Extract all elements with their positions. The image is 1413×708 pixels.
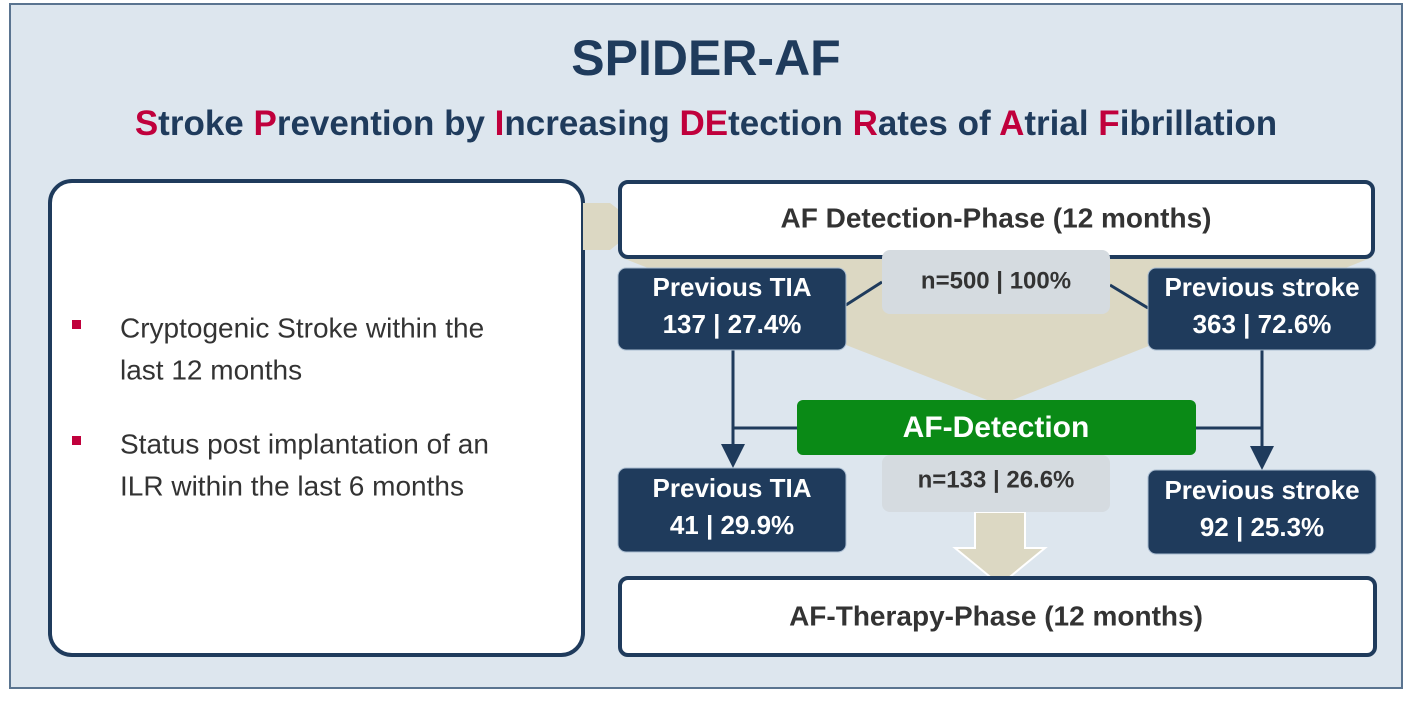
subtitle-part: tection — [728, 104, 852, 143]
detection-box — [797, 400, 1196, 455]
subtitle-part: revention by — [277, 104, 495, 143]
subtitle-part: S — [135, 104, 158, 143]
group-value: 137 | 27.4% — [663, 309, 802, 339]
group-label: Previous stroke — [1164, 272, 1359, 302]
title: SPIDER-AF — [571, 30, 840, 86]
arrow — [952, 511, 1048, 587]
arrow — [583, 203, 640, 250]
subtitle-part: ibrillation — [1120, 104, 1278, 143]
group-box — [617, 267, 847, 351]
bullet — [72, 436, 81, 445]
group-box — [1147, 267, 1377, 351]
subtitle-part: R — [853, 104, 878, 143]
bullet — [72, 320, 81, 329]
group-box — [1147, 469, 1377, 555]
group-value: 363 | 72.6% — [1193, 309, 1332, 339]
phase-label: AF Detection-Phase (12 months) — [781, 202, 1212, 233]
group-label: Previous stroke — [1164, 475, 1359, 505]
subtitle-part: I — [495, 104, 505, 143]
criteria-text: Status post implantation of an — [120, 428, 489, 459]
detection-label: AF-Detection — [903, 411, 1090, 444]
phase-label: AF-Therapy-Phase (12 months) — [789, 600, 1203, 631]
criteria-box — [48, 179, 585, 657]
group-value: 92 | 25.3% — [1200, 512, 1324, 542]
subtitle: Stroke Prevention by Increasing DEtectio… — [135, 104, 1277, 143]
connector — [845, 280, 883, 307]
subtitle-part: troke — [158, 104, 253, 143]
subtitle-part: A — [999, 104, 1024, 143]
phase-box — [618, 576, 1377, 657]
group-label: Previous TIA — [653, 272, 812, 302]
subtitle-part: ates of — [878, 104, 999, 143]
connector — [1109, 283, 1149, 310]
criteria-text: Cryptogenic Stroke within the — [120, 312, 484, 343]
criteria-text: ILR within the last 6 months — [120, 470, 464, 501]
count-box — [882, 455, 1110, 512]
subtitle-part: F — [1098, 104, 1119, 143]
count: n=500 | 100% — [921, 267, 1071, 294]
count-box — [882, 250, 1110, 314]
group-label: Previous TIA — [653, 473, 812, 503]
count: n=133 | 26.6% — [918, 466, 1075, 493]
subtitle-part: P — [253, 104, 276, 143]
subtitle-part: trial — [1024, 104, 1098, 143]
criteria-text: last 12 months — [120, 354, 302, 385]
subtitle-part: ncreasing — [504, 104, 679, 143]
group-box — [617, 467, 847, 553]
group-value: 41 | 29.9% — [670, 510, 794, 540]
subtitle-part: DE — [679, 104, 728, 143]
